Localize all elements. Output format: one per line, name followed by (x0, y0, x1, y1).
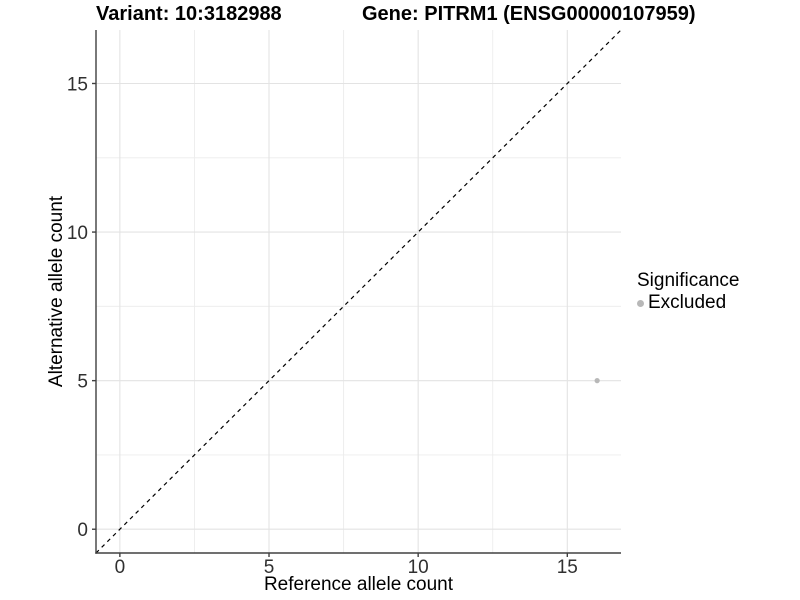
legend: Significance Excluded (637, 270, 739, 314)
legend-item-excluded: Excluded (637, 292, 739, 314)
x-axis-title: Reference allele count (263, 574, 454, 595)
identity-dashed-line (95, 29, 622, 554)
x-tick-label: 0 (115, 557, 126, 578)
legend-item-label: Excluded (648, 292, 727, 313)
y-tick-label: 5 (77, 372, 88, 393)
x-tick-label: 15 (557, 557, 578, 578)
plot-title-variant: Variant: 10:3182988 (96, 3, 282, 25)
x-tick-label: 5 (264, 557, 275, 578)
x-tick-label: 10 (408, 557, 429, 578)
y-axis-title: Alternative allele count (46, 195, 67, 388)
y-tick-label: 10 (67, 223, 88, 244)
plot-title-gene: Gene: PITRM1 (ENSG00000107959) (362, 3, 696, 25)
legend-point-icon (637, 299, 644, 307)
legend-title: Significance (637, 270, 740, 291)
data-point (594, 378, 600, 384)
y-tick-label: 15 (67, 74, 88, 95)
y-tick-label: 0 (77, 520, 88, 541)
